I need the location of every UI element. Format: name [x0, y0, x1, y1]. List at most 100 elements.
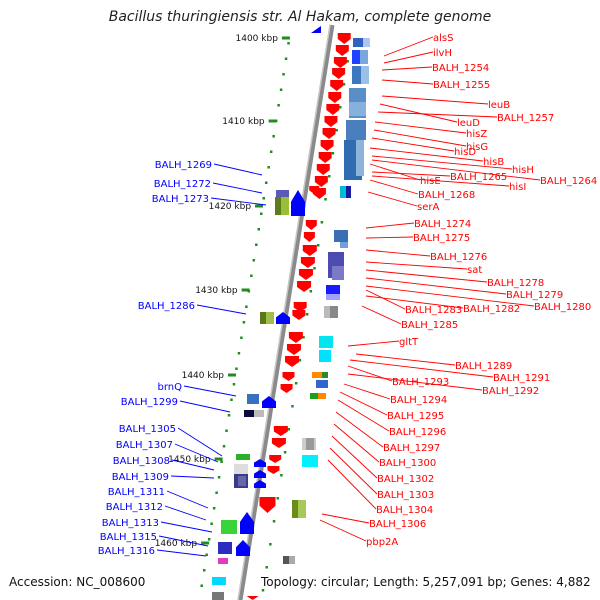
scale-tick-label: 1400 kbp [236, 34, 279, 44]
scale-tick-label: 1410 kbp [222, 117, 265, 127]
forward-gene-label: gltT [399, 337, 419, 348]
scale-tick [228, 373, 236, 377]
tick-dot [210, 522, 213, 525]
tick-dot [207, 538, 211, 541]
forward-gene-label: BALH_1275 [413, 233, 470, 244]
forward-gene-label: alsS [433, 33, 453, 44]
forward-gene-label: hisG [466, 142, 488, 153]
forward-gene-label: BALH_1294 [390, 395, 447, 406]
leader-line [379, 103, 458, 123]
feature-box [340, 242, 348, 248]
leader-line [343, 383, 391, 400]
feature-box [276, 190, 289, 197]
leader-line [333, 423, 380, 463]
leader-line [381, 95, 489, 105]
tick-dot [276, 497, 279, 500]
tick-dot [262, 197, 265, 200]
reverse-gene-arrow [254, 459, 266, 467]
forward-gene-arrow [330, 80, 344, 91]
feature-box [218, 542, 232, 554]
forward-gene-label: BALH_1302 [377, 474, 434, 485]
leader-line [331, 435, 378, 479]
leader-line [337, 399, 390, 432]
feature-box [218, 558, 228, 564]
tick-dot [235, 367, 238, 370]
forward-gene-label: sat [467, 265, 482, 276]
forward-gene-arrow [332, 68, 346, 79]
feature-box [326, 294, 340, 300]
tick-dot [316, 244, 320, 247]
leader-line [329, 447, 378, 495]
reverse-gene-arrow [254, 470, 266, 478]
leader-line [183, 385, 237, 397]
scale-tick-label: 1430 kbp [195, 286, 238, 296]
leader-line [365, 269, 488, 283]
feature-box [289, 556, 295, 564]
scale-tick [201, 541, 210, 545]
leader-line [160, 521, 213, 533]
forward-gene-label: BALH_1283 [405, 305, 462, 316]
reverse-gene-label: BALH_1307 [116, 440, 173, 451]
forward-gene-label: BALH_1304 [376, 505, 433, 516]
reverse-gene-label: BALH_1315 [100, 532, 157, 543]
tick-dot [220, 460, 223, 463]
feature-box [281, 197, 289, 215]
forward-gene-arrow [280, 384, 293, 393]
tick-dot [287, 428, 291, 431]
forward-gene-label: hisH [512, 165, 534, 176]
feature-box [312, 372, 322, 378]
reverse-gene-label: BALH_1273 [152, 194, 209, 205]
leader-line [339, 391, 388, 416]
feature-box [212, 577, 226, 585]
forward-gene-arrow [320, 140, 334, 151]
leader-line [179, 400, 231, 413]
forward-gene-label: BALH_1279 [506, 290, 563, 301]
reverse-gene-arrow [291, 190, 305, 216]
tick-dot [250, 274, 253, 277]
forward-gene-label: BALH_1255 [433, 80, 490, 91]
feature-box [322, 372, 328, 378]
feature-box [353, 38, 363, 47]
tick-dot [279, 88, 283, 91]
feature-box [334, 230, 348, 242]
leader-line [156, 549, 207, 557]
top-reverse-marker [311, 26, 321, 33]
leader-line [355, 353, 456, 366]
leader-line [383, 36, 434, 57]
tick-dot [205, 553, 208, 556]
leader-line [349, 359, 494, 378]
tick-dot [227, 414, 231, 417]
forward-gene-arrow [316, 164, 330, 175]
reverse-gene-label: BALH_1305 [119, 424, 176, 435]
forward-gene-arrow [300, 257, 315, 268]
tick-dot [252, 259, 256, 262]
leader-line [335, 411, 384, 448]
feature-box [330, 306, 338, 318]
leader-line [212, 182, 263, 194]
leader-line [365, 222, 415, 229]
forward-gene-label: BALH_1292 [482, 386, 539, 397]
leader-line [365, 236, 414, 239]
scale-tick-label: 1450 kbp [168, 455, 211, 465]
leader-line [365, 277, 507, 295]
tick-dot [328, 175, 331, 178]
forward-gene-label: BALH_1254 [432, 63, 489, 74]
leader-line [196, 304, 247, 315]
tick-dot [287, 42, 290, 45]
forward-gene-arrow [335, 45, 349, 56]
feature-box [332, 266, 344, 280]
leader-line [383, 51, 434, 64]
scale-tick [281, 36, 290, 40]
leader-line [371, 159, 541, 181]
forward-gene-label: pbp2A [366, 537, 398, 548]
leader-line [210, 197, 267, 206]
forward-gene-arrow [309, 186, 320, 194]
leader-line [170, 475, 215, 479]
leader-line [158, 535, 209, 547]
forward-gene-label: hisB [483, 157, 504, 168]
forward-gene-arrow [297, 281, 312, 292]
feature-box [238, 476, 246, 486]
tick-dot [269, 150, 273, 153]
forward-gene-arrow [326, 104, 340, 115]
